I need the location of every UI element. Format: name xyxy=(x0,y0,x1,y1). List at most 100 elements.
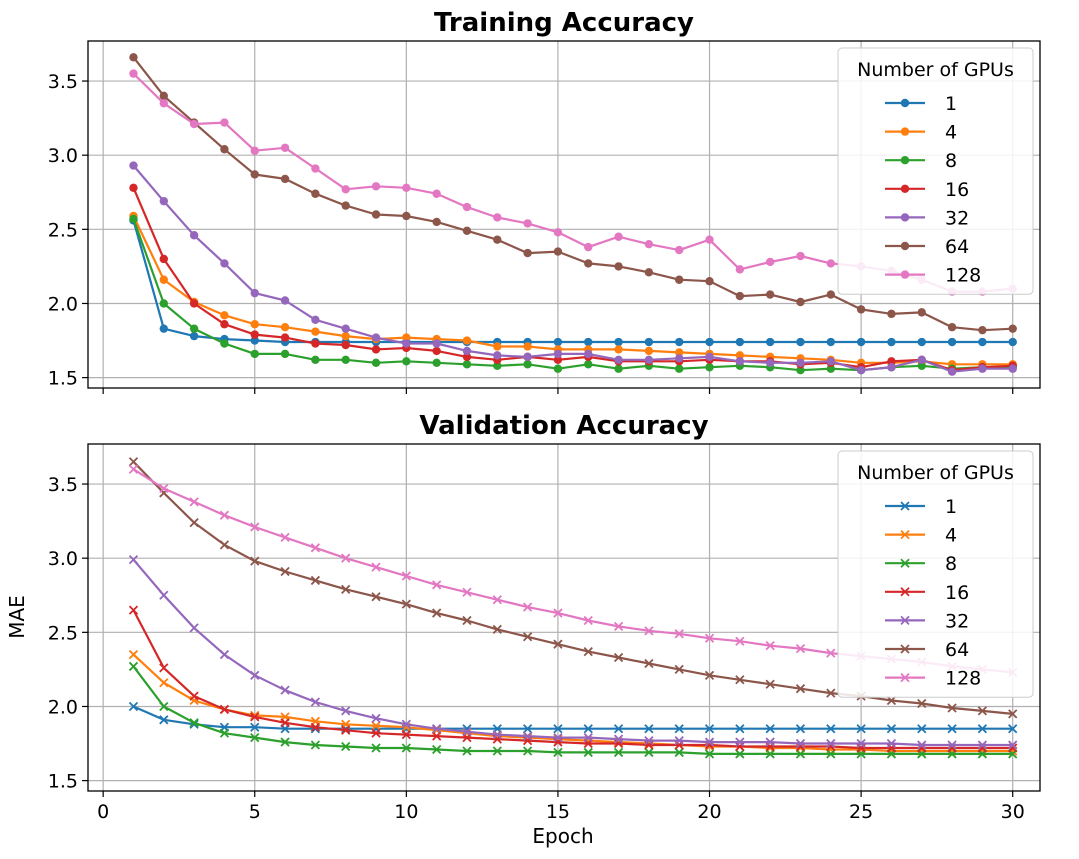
legend-marker xyxy=(900,98,910,108)
data-point xyxy=(311,339,320,348)
data-point xyxy=(614,232,623,241)
data-point xyxy=(553,747,563,758)
data-point xyxy=(280,333,290,342)
data-point xyxy=(341,201,350,210)
data-point xyxy=(826,724,836,734)
data-point xyxy=(735,724,745,734)
data-point xyxy=(614,337,623,347)
data-point xyxy=(341,340,350,350)
x-tick-label: 20 xyxy=(697,801,721,823)
data-point xyxy=(584,360,593,369)
data-point xyxy=(189,231,199,240)
data-point xyxy=(765,257,775,267)
legend-marker xyxy=(900,241,910,251)
data-point xyxy=(553,355,563,365)
data-point xyxy=(674,629,684,639)
data-point xyxy=(189,324,199,333)
plot-frame xyxy=(87,443,1041,792)
data-point xyxy=(826,337,836,347)
data-point xyxy=(795,724,806,734)
data-point xyxy=(947,367,957,376)
data-point xyxy=(796,337,805,347)
training-accuracy-panel: Training Accuracy 1.5 2.0 2.5 3.0 3.5 Number o… xyxy=(48,8,1041,394)
legend: Number of GPUs 1 4 8 16 32 64 128 xyxy=(837,450,1034,698)
x-tick-label: 30 xyxy=(1001,801,1025,823)
data-point xyxy=(704,633,715,643)
data-point xyxy=(462,226,472,236)
data-point xyxy=(189,331,199,341)
data-point xyxy=(493,361,502,370)
y-tick-label: 2.0 xyxy=(48,696,78,718)
data-point xyxy=(795,738,806,749)
data-point xyxy=(220,145,229,154)
data-point xyxy=(432,217,441,227)
data-point xyxy=(765,679,775,689)
data-point xyxy=(978,364,987,373)
data-point xyxy=(765,290,775,299)
data-point xyxy=(280,737,290,747)
series-line-64 xyxy=(132,56,1013,332)
data-point xyxy=(341,355,350,365)
legend-marker xyxy=(900,213,910,222)
series-line-32 xyxy=(132,558,1013,747)
data-point xyxy=(250,170,259,179)
data-point xyxy=(826,749,836,759)
data-point xyxy=(765,749,775,759)
data-point xyxy=(371,210,381,219)
data-point xyxy=(341,725,351,735)
data-point xyxy=(613,621,624,632)
data-point xyxy=(128,464,139,474)
data-point xyxy=(1008,324,1017,333)
data-point xyxy=(280,174,290,184)
validation-accuracy-panel: Validation Accuracy 0 5 10 15 20 25 30 1.5 2.0 2.5… xyxy=(48,411,1041,823)
data-point xyxy=(675,354,684,363)
series-32 xyxy=(128,555,1018,750)
data-point xyxy=(796,251,805,261)
y-tick-label: 2.5 xyxy=(48,622,78,644)
data-point xyxy=(553,608,563,618)
data-point xyxy=(462,202,472,212)
legend-label: 16 xyxy=(945,582,969,604)
data-point xyxy=(462,615,472,626)
data-point xyxy=(705,337,714,347)
legend-label: 32 xyxy=(945,207,969,229)
data-point xyxy=(129,53,138,62)
data-point xyxy=(553,349,563,359)
data-point xyxy=(371,721,381,731)
legend-label: 16 xyxy=(945,179,969,201)
data-point xyxy=(159,299,168,308)
data-point xyxy=(735,337,745,347)
data-point xyxy=(129,161,138,170)
data-point xyxy=(522,731,533,741)
x-tick-label: 10 xyxy=(394,801,418,823)
data-point xyxy=(735,265,745,274)
data-point xyxy=(765,737,775,747)
legend-label: 32 xyxy=(945,610,969,632)
series-line-1 xyxy=(132,220,1013,344)
data-point xyxy=(917,337,926,347)
data-point xyxy=(675,245,684,255)
data-point xyxy=(613,724,624,734)
data-point xyxy=(432,580,442,590)
data-point xyxy=(674,747,684,758)
data-point xyxy=(462,346,472,356)
data-point xyxy=(371,345,381,354)
data-point xyxy=(401,571,411,581)
data-point xyxy=(250,670,260,680)
data-point xyxy=(220,339,229,348)
data-point xyxy=(402,333,411,342)
data-point xyxy=(644,239,654,249)
data-point xyxy=(674,735,684,746)
data-point xyxy=(128,605,139,615)
data-point xyxy=(523,352,532,362)
data-point xyxy=(644,346,654,356)
data-point xyxy=(280,566,290,577)
data-point xyxy=(250,288,259,298)
y-tick-label: 3.5 xyxy=(48,71,78,93)
data-point xyxy=(704,737,715,747)
legend-marker xyxy=(900,587,910,597)
data-point xyxy=(705,352,714,362)
data-point xyxy=(614,262,623,271)
data-point xyxy=(220,118,229,127)
data-point xyxy=(220,311,229,320)
